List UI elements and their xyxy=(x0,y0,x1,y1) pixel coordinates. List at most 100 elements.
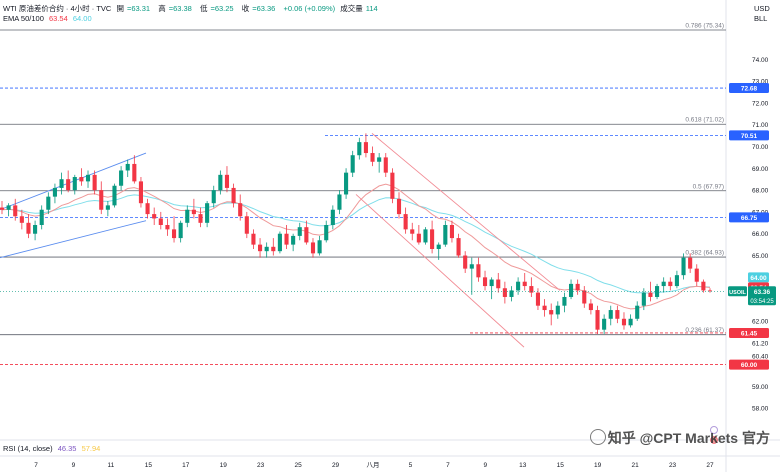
fib-level-label: 0.382 (64.93) xyxy=(685,250,724,257)
x-tick-label: 23 xyxy=(669,462,677,469)
x-tick-label: 19 xyxy=(220,462,228,469)
price-tag xyxy=(729,212,769,223)
fib-level-label: 0.618 (71.02) xyxy=(685,117,724,124)
currency-label[interactable]: USD xyxy=(754,4,770,13)
candle-body xyxy=(251,233,256,245)
candle-body xyxy=(344,172,349,195)
downtrend-lower-line xyxy=(355,194,525,348)
x-tick-label: 11 xyxy=(108,462,115,469)
candle-body xyxy=(681,257,686,276)
candle-body xyxy=(138,181,144,204)
price-tag-label: 60.00 xyxy=(741,362,758,369)
candle-body xyxy=(602,318,607,330)
event-icon xyxy=(710,436,718,444)
candle-body xyxy=(13,205,18,217)
ema-legend[interactable]: EMA 50/100 63.54 64.00 xyxy=(3,14,95,23)
x-tick-label: 9 xyxy=(484,462,488,469)
candle-body xyxy=(456,238,461,256)
y-tick-label: 65.00 xyxy=(752,253,769,260)
candle-body xyxy=(119,170,124,186)
candle-body xyxy=(244,216,249,234)
open-label: 開 xyxy=(116,4,124,13)
candle-body xyxy=(707,290,713,292)
camera-icon xyxy=(589,429,606,445)
change-value: +0.06 (+0.09%) xyxy=(283,4,336,13)
candle-body xyxy=(0,207,5,210)
y-tick-label: 70.00 xyxy=(752,144,769,151)
x-tick-label: 八月 xyxy=(367,461,380,469)
candle-body xyxy=(370,153,375,162)
candle-body xyxy=(271,246,276,252)
price-tag xyxy=(729,130,769,141)
candle-body xyxy=(694,268,699,282)
candle-body xyxy=(52,187,57,197)
candle-body xyxy=(509,290,514,297)
y-tick-label: 59.00 xyxy=(752,384,769,391)
x-tick-label: 27 xyxy=(706,462,714,469)
candle-body xyxy=(529,286,534,293)
candle-body xyxy=(165,225,170,230)
symbol-tag-label: USOIL xyxy=(729,290,746,296)
ema-100-line xyxy=(1,194,711,294)
x-tick-label: 17 xyxy=(182,462,190,469)
x-tick-label: 15 xyxy=(145,462,153,469)
candle-body xyxy=(430,229,435,249)
candle-body xyxy=(46,196,51,210)
x-tick-label: 25 xyxy=(294,462,302,469)
candle-body xyxy=(178,222,183,239)
candle-body xyxy=(26,222,31,234)
y-tick-label: 74.00 xyxy=(752,57,769,64)
candle-body xyxy=(661,281,666,287)
ema-50-value: 63.54 xyxy=(48,14,68,23)
candle-body xyxy=(337,194,342,210)
bar-countdown: 03:54:25 xyxy=(750,299,774,305)
x-tick-label: 19 xyxy=(594,462,602,469)
price-tag-label: 61.45 xyxy=(741,330,758,337)
ema-100-value: 64.00 xyxy=(72,14,92,23)
candle-body xyxy=(502,288,507,297)
candle-body xyxy=(383,157,388,173)
downtrend-upper-line xyxy=(371,133,561,291)
x-tick-label: 5 xyxy=(409,462,413,469)
ema-label: EMA 50/100 xyxy=(3,14,44,23)
y-tick-label: 68.00 xyxy=(752,188,769,195)
price-tag-label: 66.75 xyxy=(741,215,758,222)
y-tick-label: 69.00 xyxy=(752,166,769,173)
y-tick-label: 73.00 xyxy=(752,79,769,86)
y-tick-label: 72.00 xyxy=(752,100,769,107)
candle-body xyxy=(317,240,322,254)
open-value: =63.31 xyxy=(126,4,151,13)
price-tag xyxy=(729,327,769,338)
candle-body xyxy=(403,214,408,230)
candle-body xyxy=(152,214,157,219)
fib-level-label: 0.236 (61.37) xyxy=(685,327,724,334)
candle-body xyxy=(33,225,38,234)
candle-body xyxy=(191,209,196,215)
candle-body xyxy=(264,246,269,252)
candle-body xyxy=(284,233,289,245)
unit-label[interactable]: BLL xyxy=(754,14,768,23)
price-tag-label: 70.51 xyxy=(741,133,758,140)
x-tick-label: 21 xyxy=(631,462,639,469)
candle-body xyxy=(330,209,335,225)
candle-body xyxy=(423,229,428,243)
rsi-legend[interactable]: RSI (14, close) 46.35 57.94 xyxy=(3,444,103,453)
candle-body xyxy=(145,203,150,215)
candle-body xyxy=(297,227,302,236)
candle-body xyxy=(449,225,454,239)
x-tick-label: 13 xyxy=(519,462,527,469)
candle-body xyxy=(668,281,673,287)
candle-body xyxy=(410,229,415,234)
volume-value: 114 xyxy=(365,4,378,13)
rsi-label: RSI (14, close) xyxy=(3,444,53,453)
candle-body xyxy=(615,310,620,319)
volume-label: 成交量 xyxy=(340,4,363,13)
candle-body xyxy=(396,198,402,215)
x-tick-label: 23 xyxy=(257,462,265,469)
candle-body xyxy=(238,203,243,217)
symbol-title[interactable]: WTI 原油差价合约 · 4小时 · TVC xyxy=(3,4,112,13)
candle-body xyxy=(304,227,309,243)
candle-body xyxy=(549,310,554,315)
